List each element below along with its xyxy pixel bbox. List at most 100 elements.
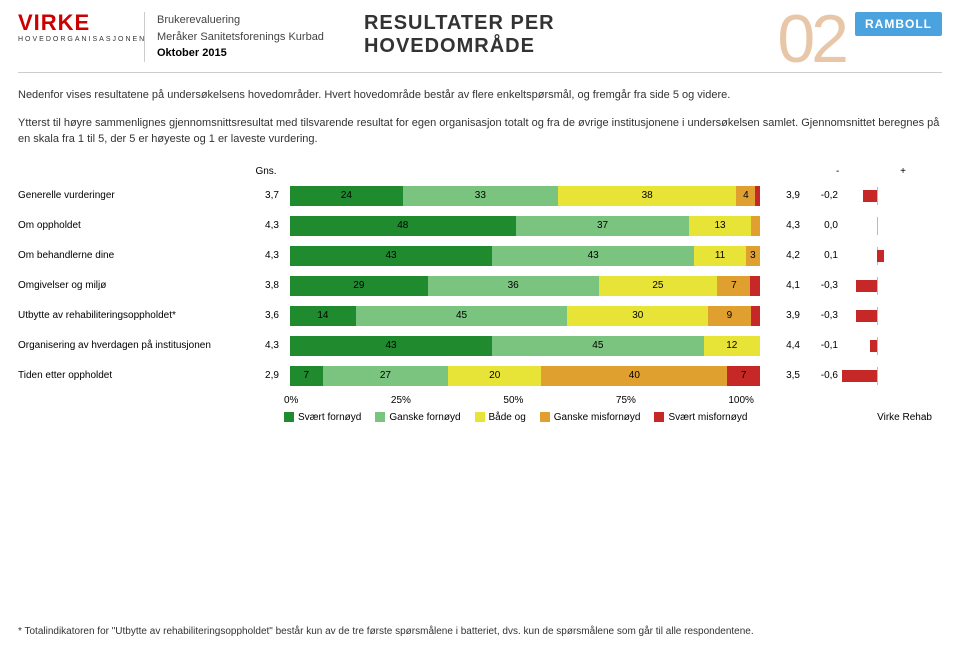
bar-segment: 7 bbox=[727, 366, 760, 386]
legend-swatch bbox=[654, 412, 664, 422]
legend: Svært fornøyd Ganske fornøyd Både og Ganske… bbox=[284, 412, 747, 423]
bar-segment: 33 bbox=[403, 186, 558, 206]
row-diff: -0,2 bbox=[800, 190, 838, 201]
legend-item: Svært misfornøyd bbox=[654, 412, 747, 423]
bar-segment: 29 bbox=[290, 276, 428, 296]
chart-row: Organisering av hverdagen på institusjon… bbox=[18, 331, 942, 361]
page-header: VIRKE HOVEDORGANISASJONEN Brukerevalueri… bbox=[18, 12, 942, 73]
bar-segment bbox=[751, 216, 760, 236]
bar-segment: 27 bbox=[323, 366, 449, 386]
intro-p1: Nedenfor vises resultatene på undersøkel… bbox=[18, 87, 942, 104]
row-gns: 2,9 bbox=[254, 370, 290, 381]
row-gns: 3,8 bbox=[254, 280, 290, 291]
bar-segment: 20 bbox=[448, 366, 541, 386]
row-gns: 3,7 bbox=[254, 190, 290, 201]
bar-segment: 43 bbox=[492, 246, 694, 266]
axis-tick: 0% bbox=[284, 395, 298, 406]
diff-bar bbox=[842, 370, 877, 382]
bar-segment: 36 bbox=[428, 276, 599, 296]
bar-segment: 4 bbox=[736, 186, 755, 206]
row-compare: 3,9 bbox=[760, 190, 800, 201]
row-label: Organisering av hverdagen på institusjon… bbox=[18, 340, 254, 351]
stacked-bar: 72720407 bbox=[290, 366, 760, 386]
bar-segment: 12 bbox=[704, 336, 760, 356]
org-line: Meråker Sanitetsforenings Kurbad bbox=[157, 29, 324, 46]
bar-segment: 7 bbox=[717, 276, 750, 296]
row-compare: 3,9 bbox=[760, 310, 800, 321]
row-gns: 4,3 bbox=[254, 220, 290, 231]
row-diff: -0,3 bbox=[800, 310, 838, 321]
row-compare: 4,3 bbox=[760, 220, 800, 231]
legend-item: Ganske misfornøyd bbox=[540, 412, 641, 423]
row-compare: 4,1 bbox=[760, 280, 800, 291]
eval-line: Brukerevaluering bbox=[157, 12, 324, 29]
chart-row: Utbytte av rehabiliteringsoppholdet*3,61… bbox=[18, 301, 942, 331]
axis-tick: 50% bbox=[503, 395, 523, 406]
row-gns: 4,3 bbox=[254, 340, 290, 351]
axis-tick: 25% bbox=[391, 395, 411, 406]
legend-item: Både og bbox=[475, 412, 526, 423]
bar-segment: 24 bbox=[290, 186, 403, 206]
row-label: Tiden etter oppholdet bbox=[18, 370, 254, 381]
diff-bar bbox=[856, 310, 877, 322]
row-label: Generelle vurderinger bbox=[18, 190, 254, 201]
virke-logo: VIRKE HOVEDORGANISASJONEN bbox=[18, 12, 138, 43]
bar-segment: 37 bbox=[516, 216, 690, 236]
logo-sub: HOVEDORGANISASJONEN bbox=[18, 36, 138, 43]
legend-label: Svært misfornøyd bbox=[668, 412, 747, 423]
stacked-bar: 2936257 bbox=[290, 276, 760, 296]
bar-segment: 43 bbox=[290, 336, 492, 356]
gns-header: Gns. bbox=[248, 166, 284, 177]
legend-label: Svært fornøyd bbox=[298, 412, 361, 423]
bar-segment: 43 bbox=[290, 246, 492, 266]
chart-row: Om oppholdet4,34837134,30,0 bbox=[18, 211, 942, 241]
header-meta: Brukerevaluering Meråker Sanitetsforenin… bbox=[144, 12, 324, 62]
row-compare: 3,5 bbox=[760, 370, 800, 381]
legend-item: Svært fornøyd bbox=[284, 412, 361, 423]
stacked-bar: 1445309 bbox=[290, 306, 760, 326]
chart-header-row: Gns. - + bbox=[18, 166, 942, 177]
axis-tick: 75% bbox=[616, 395, 636, 406]
row-compare: 4,4 bbox=[760, 340, 800, 351]
legend-item: Ganske fornøyd bbox=[375, 412, 460, 423]
bar-segment: 11 bbox=[694, 246, 746, 266]
bar-segment: 14 bbox=[290, 306, 356, 326]
row-label: Om behandlerne dine bbox=[18, 250, 254, 261]
row-label: Omgivelser og miljø bbox=[18, 280, 254, 291]
chart-row: Omgivelser og miljø3,829362574,1-0,3 bbox=[18, 271, 942, 301]
date-line: Oktober 2015 bbox=[157, 45, 324, 62]
diff-bar bbox=[856, 280, 877, 292]
bar-segment: 38 bbox=[558, 186, 737, 206]
bar-segment: 25 bbox=[599, 276, 718, 296]
legend-swatch bbox=[375, 412, 385, 422]
row-diff: 0,1 bbox=[800, 250, 838, 261]
row-compare: 4,2 bbox=[760, 250, 800, 261]
bar-segment: 13 bbox=[689, 216, 750, 236]
legend-swatch bbox=[475, 412, 485, 422]
row-gns: 3,6 bbox=[254, 310, 290, 321]
plus-label: + bbox=[900, 166, 906, 177]
row-gns: 4,3 bbox=[254, 250, 290, 261]
row-diff: -0,6 bbox=[800, 370, 838, 381]
bar-segment: 40 bbox=[541, 366, 727, 386]
page-title: RESULTATER PER HOVEDOMRÅDE bbox=[324, 12, 777, 58]
bar-segment: 3 bbox=[746, 246, 760, 266]
chart-row: Generelle vurderinger3,724333843,9-0,2 bbox=[18, 181, 942, 211]
legend-label: Ganske misfornøyd bbox=[554, 412, 641, 423]
row-label: Om oppholdet bbox=[18, 220, 254, 231]
stacked-bar: 2433384 bbox=[290, 186, 760, 206]
intro-text: Nedenfor vises resultatene på undersøkel… bbox=[18, 87, 942, 148]
chart-row: Tiden etter oppholdet2,9727204073,5-0,6 bbox=[18, 361, 942, 391]
legend-swatch bbox=[540, 412, 550, 422]
row-diff: -0,3 bbox=[800, 280, 838, 291]
axis-tick: 100% bbox=[728, 395, 754, 406]
bar-segment bbox=[751, 306, 760, 326]
diff-bar bbox=[863, 190, 877, 202]
minus-label: - bbox=[836, 166, 839, 177]
results-chart: Gns. - + Generelle vurderinger3,72433384… bbox=[18, 166, 942, 423]
row-diff: -0,1 bbox=[800, 340, 838, 351]
intro-p2: Ytterst til høyre sammenlignes gjennomsn… bbox=[18, 115, 942, 148]
x-axis: 0% 25% 50% 75% 100% bbox=[284, 395, 754, 406]
footnote: * Totalindikatoren for "Utbytte av rehab… bbox=[18, 626, 942, 637]
diff-bar bbox=[877, 250, 884, 262]
